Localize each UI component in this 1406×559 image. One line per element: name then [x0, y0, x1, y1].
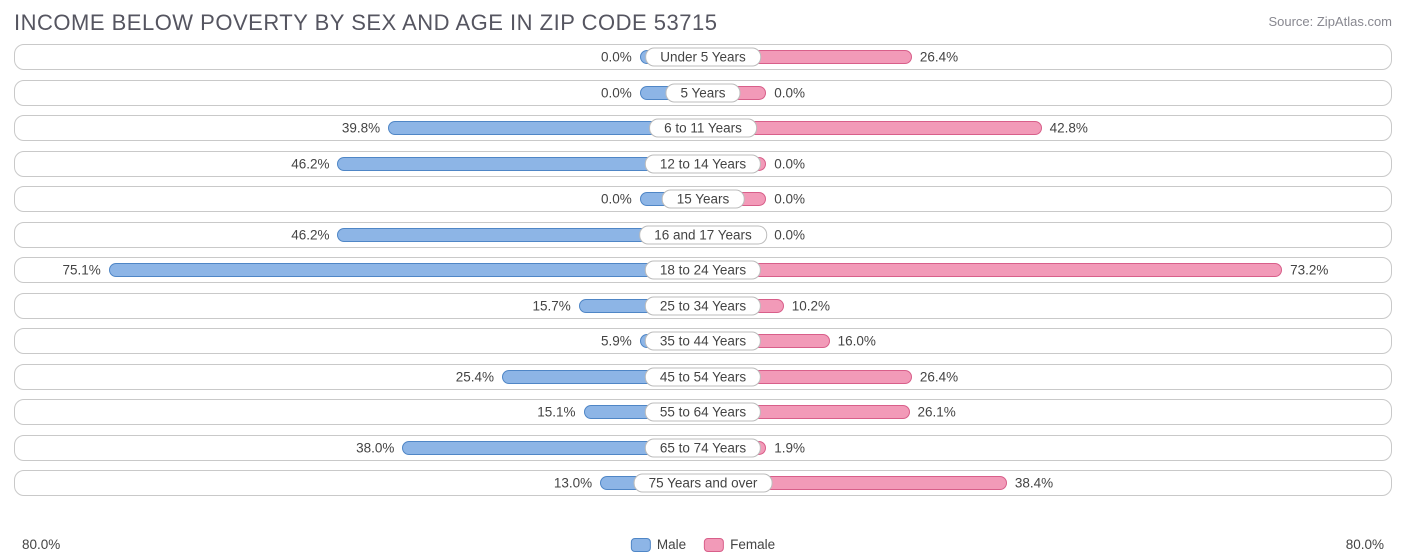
- chart-row: 5 Years 0.0% 0.0%: [14, 80, 1392, 106]
- male-swatch: [631, 538, 651, 552]
- chart-row: 18 to 24 Years 75.1% 73.2%: [14, 257, 1392, 283]
- female-value: 26.1%: [918, 405, 956, 420]
- female-value: 73.2%: [1290, 263, 1328, 278]
- legend-female-label: Female: [730, 537, 775, 552]
- chart-title: INCOME BELOW POVERTY BY SEX AND AGE IN Z…: [14, 10, 717, 36]
- female-value: 0.0%: [774, 156, 805, 171]
- female-value: 42.8%: [1050, 121, 1088, 136]
- age-group-label: 12 to 14 Years: [645, 154, 761, 173]
- male-value: 46.2%: [291, 227, 329, 242]
- chart-row: 15 Years 0.0% 0.0%: [14, 186, 1392, 212]
- male-value: 25.4%: [456, 369, 494, 384]
- chart-row: Under 5 Years 0.0% 26.4%: [14, 44, 1392, 70]
- age-group-label: 15 Years: [662, 190, 745, 209]
- age-group-label: 16 and 17 Years: [639, 225, 767, 244]
- chart-row: 75 Years and over 13.0% 38.4%: [14, 470, 1392, 496]
- female-value: 0.0%: [774, 85, 805, 100]
- male-value: 13.0%: [554, 476, 592, 491]
- chart-row: 25 to 34 Years 15.7% 10.2%: [14, 293, 1392, 319]
- male-value: 0.0%: [601, 85, 632, 100]
- legend: Male Female: [631, 537, 775, 552]
- age-group-label: 25 to 34 Years: [645, 296, 761, 315]
- male-bar: [109, 263, 703, 277]
- female-value: 0.0%: [774, 192, 805, 207]
- age-group-label: 45 to 54 Years: [645, 367, 761, 386]
- female-value: 10.2%: [792, 298, 830, 313]
- chart-row: 6 to 11 Years 39.8% 42.8%: [14, 115, 1392, 141]
- female-value: 0.0%: [774, 227, 805, 242]
- male-value: 38.0%: [356, 440, 394, 455]
- female-value: 26.4%: [920, 50, 958, 65]
- female-value: 16.0%: [838, 334, 876, 349]
- male-value: 39.8%: [342, 121, 380, 136]
- age-group-label: 55 to 64 Years: [645, 403, 761, 422]
- age-group-label: 6 to 11 Years: [649, 119, 757, 138]
- chart-source: Source: ZipAtlas.com: [1268, 14, 1392, 29]
- male-value: 0.0%: [601, 50, 632, 65]
- age-group-label: 35 to 44 Years: [645, 332, 761, 351]
- axis-max-right: 80.0%: [1346, 537, 1384, 552]
- male-value: 15.7%: [533, 298, 571, 313]
- chart-area: Under 5 Years 0.0% 26.4% 5 Years 0.0% 0.0% 6 t…: [14, 44, 1392, 521]
- female-value: 1.9%: [774, 440, 805, 455]
- legend-male: Male: [631, 537, 686, 552]
- male-value: 15.1%: [537, 405, 575, 420]
- age-group-label: 75 Years and over: [634, 474, 773, 493]
- age-group-label: 5 Years: [665, 83, 740, 102]
- legend-male-label: Male: [657, 537, 686, 552]
- age-group-label: 18 to 24 Years: [645, 261, 761, 280]
- age-group-label: Under 5 Years: [645, 48, 761, 67]
- chart-row: 16 and 17 Years 46.2% 0.0%: [14, 222, 1392, 248]
- chart-row: 65 to 74 Years 38.0% 1.9%: [14, 435, 1392, 461]
- axis-max-left: 80.0%: [22, 537, 60, 552]
- chart-row: 55 to 64 Years 15.1% 26.1%: [14, 399, 1392, 425]
- male-value: 5.9%: [601, 334, 632, 349]
- female-value: 38.4%: [1015, 476, 1053, 491]
- age-group-label: 65 to 74 Years: [645, 438, 761, 457]
- female-bar: [703, 263, 1282, 277]
- male-value: 0.0%: [601, 192, 632, 207]
- male-value: 75.1%: [63, 263, 101, 278]
- chart-row: 12 to 14 Years 46.2% 0.0%: [14, 151, 1392, 177]
- female-swatch: [704, 538, 724, 552]
- female-value: 26.4%: [920, 369, 958, 384]
- chart-row: 45 to 54 Years 25.4% 26.4%: [14, 364, 1392, 390]
- male-value: 46.2%: [291, 156, 329, 171]
- chart-row: 35 to 44 Years 5.9% 16.0%: [14, 328, 1392, 354]
- legend-female: Female: [704, 537, 775, 552]
